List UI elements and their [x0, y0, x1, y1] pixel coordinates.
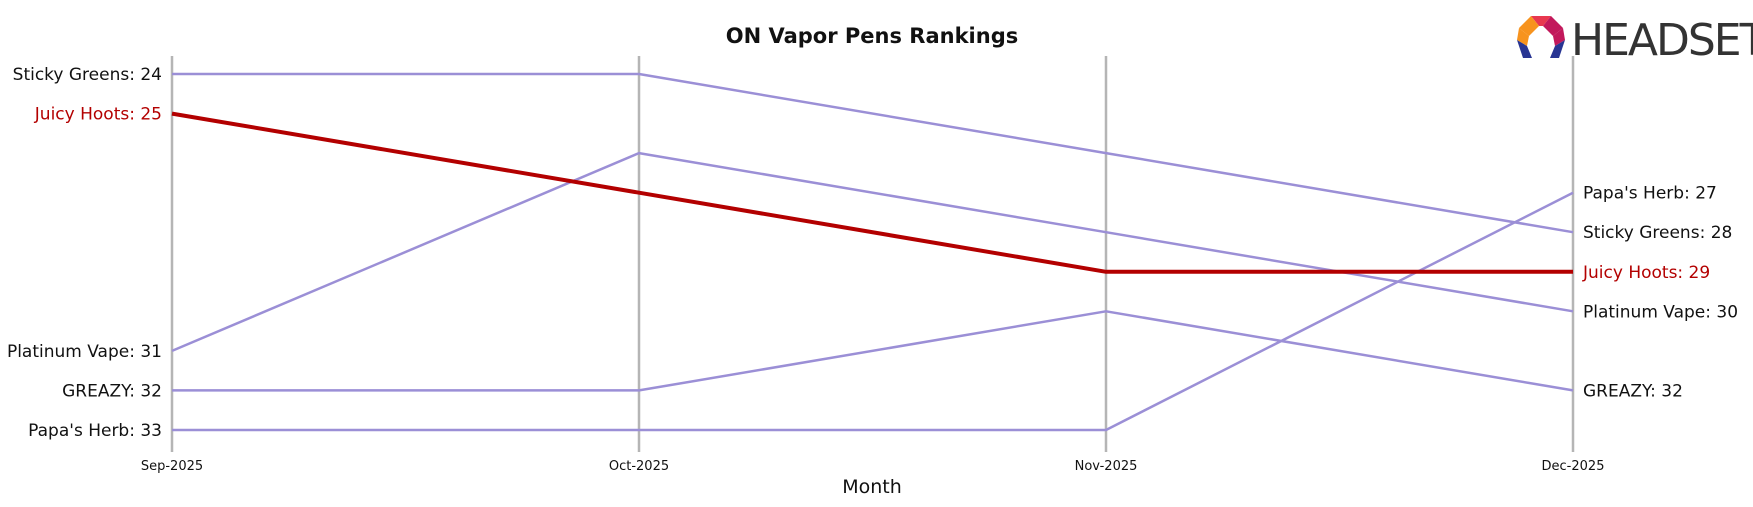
start-label-papa-s-herb: Papa's Herb: 33	[28, 421, 162, 441]
end-label-sticky-greens: Sticky Greens: 28	[1583, 223, 1732, 243]
series-line-platinum-vape	[171, 151, 1574, 353]
headset-logo-text: HEADSET	[1571, 15, 1753, 66]
x-tick-sep-2025: Sep-2025	[141, 459, 203, 474]
chart-title: ON Vapor Pens Rankings	[726, 24, 1018, 48]
start-label-juicy-hoots: Juicy Hoots: 25	[34, 105, 162, 125]
series-line-juicy-hoots	[171, 111, 1573, 274]
series-line-papa-s-herb	[172, 191, 1574, 432]
start-label-greazy: GREAZY: 32	[62, 381, 162, 401]
end-label-platinum-vape: Platinum Vape: 30	[1583, 302, 1738, 322]
x-tick-nov-2025: Nov-2025	[1075, 459, 1138, 474]
start-rank-labels: Sticky Greens: 24 Juicy Hoots: 25 Platinum…	[7, 65, 162, 441]
series-line-greazy	[172, 310, 1574, 392]
end-rank-labels: Papa's Herb: 27 Sticky Greens: 28 Juicy Ho…	[1582, 184, 1738, 402]
x-tick-oct-2025: Oct-2025	[609, 459, 669, 474]
headset-logo-icon	[1517, 16, 1565, 58]
month-gridlines	[170, 56, 1575, 452]
x-tick-dec-2025: Dec-2025	[1542, 459, 1605, 474]
series-line-sticky-greens	[172, 72, 1574, 234]
x-tick-labels: Sep-2025 Oct-2025 Nov-2025 Dec-2025	[141, 459, 1605, 474]
end-label-greazy: GREAZY: 32	[1583, 381, 1683, 401]
series-lines	[171, 72, 1574, 432]
start-label-platinum-vape: Platinum Vape: 31	[7, 342, 162, 362]
headset-logo: HEADSET	[1517, 15, 1753, 66]
end-label-papa-s-herb: Papa's Herb: 27	[1583, 184, 1717, 204]
start-label-sticky-greens: Sticky Greens: 24	[13, 65, 162, 85]
x-axis-label: Month	[842, 476, 902, 498]
end-label-juicy-hoots: Juicy Hoots: 29	[1582, 263, 1710, 283]
